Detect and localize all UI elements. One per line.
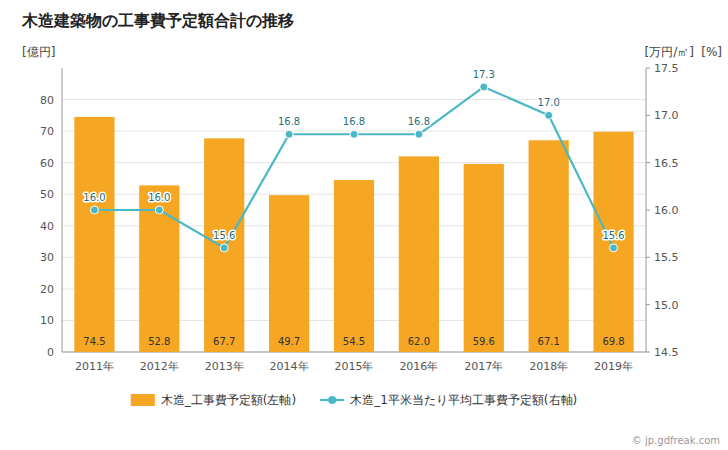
- y2-axis-label: [万円/㎡]: [645, 45, 694, 59]
- bar: [399, 156, 439, 352]
- line-marker: [545, 111, 553, 119]
- y-tick-label: 50: [40, 188, 54, 201]
- line-marker: [350, 130, 358, 138]
- line-label: 16.8: [343, 116, 365, 127]
- y2-tick-label: 15.5: [654, 251, 679, 264]
- x-tick-label: 2016年: [399, 360, 438, 373]
- bar-label: 69.8: [602, 336, 624, 347]
- y2-tick: [646, 162, 650, 163]
- line-marker: [415, 130, 423, 138]
- bar: [269, 195, 309, 352]
- y2-tick-label: 15.0: [654, 299, 679, 312]
- y-axis: [62, 68, 63, 352]
- chart: 木造建築物の工事費予定額合計の推移 [億円] [万円/㎡] [%] © jp.gdfre…: [0, 0, 728, 450]
- y2-tick-label: 14.5: [654, 346, 679, 359]
- line-label: 16.8: [408, 116, 430, 127]
- x-tick-label: 2018年: [529, 360, 568, 373]
- bar: [334, 180, 374, 352]
- y2-tick-label: 16.5: [654, 157, 679, 170]
- bar: [204, 138, 244, 352]
- y-tick-label: 60: [40, 157, 54, 170]
- y2-tick-label: 16.0: [654, 204, 679, 217]
- bar-label: 74.5: [83, 336, 105, 347]
- line-label: 17.0: [538, 97, 560, 108]
- line-marker: [285, 130, 293, 138]
- x-tick-label: 2017年: [464, 360, 503, 373]
- bar-label: 67.1: [538, 336, 560, 347]
- marks: [74, 83, 633, 352]
- bar: [464, 164, 504, 352]
- y2-tick-label: 17.5: [654, 62, 679, 75]
- y2-tick: [646, 210, 650, 211]
- x-tick-label: 2013年: [205, 360, 244, 373]
- y-tick-label: 20: [40, 283, 54, 296]
- legend-swatch: [131, 394, 155, 406]
- x-tick-label: 2012年: [140, 360, 179, 373]
- data-labels: 74.5 52.8 67.7 49.7 54.5 62.0 59.6 67.1 69.8 16.0…: [83, 69, 624, 347]
- line-marker: [220, 244, 228, 252]
- unit-label: [%]: [701, 45, 722, 59]
- x-tick-label: 2014年: [270, 360, 309, 373]
- y2-tick: [646, 68, 650, 69]
- y-tick-label: 0: [47, 346, 54, 359]
- y2-tick-label: 17.0: [654, 109, 679, 122]
- line-marker: [155, 206, 163, 214]
- legend-item: 木造_1平米当たり平均工事費予定額(右軸): [320, 393, 577, 407]
- y-tick-label: 80: [40, 94, 54, 107]
- y-tick-label: 70: [40, 125, 54, 138]
- y2-tick: [646, 304, 650, 305]
- y2-tick: [646, 257, 650, 258]
- y-axis-label: [億円]: [22, 45, 55, 59]
- y2-tick: [646, 352, 650, 353]
- line-marker: [90, 206, 98, 214]
- y-tick-label: 10: [40, 314, 54, 327]
- bar: [593, 132, 633, 352]
- background: [0, 0, 728, 450]
- y2-tick: [646, 115, 650, 116]
- y2-axis: [646, 68, 647, 352]
- legend-label: 木造_1平米当たり平均工事費予定額(右軸): [350, 393, 577, 407]
- x-tick-label: 2011年: [75, 360, 114, 373]
- legend-item: 木造_工事費予定額(左軸): [131, 393, 296, 407]
- watermark: © jp.gdfreak.com: [632, 435, 720, 446]
- bar-label: 67.7: [213, 336, 235, 347]
- y-tick-label: 40: [40, 220, 54, 233]
- line-label: 16.0: [148, 192, 170, 203]
- bar-label: 62.0: [408, 336, 430, 347]
- line-marker: [480, 83, 488, 91]
- bar: [74, 117, 114, 352]
- line-label: 15.6: [602, 230, 624, 241]
- line-label: 15.6: [213, 230, 235, 241]
- legend-label: 木造_工事費予定額(左軸): [161, 393, 296, 407]
- bar-label: 54.5: [343, 336, 365, 347]
- x-tick-label: 2015年: [335, 360, 374, 373]
- line-label: 17.3: [473, 69, 495, 80]
- title: 木造建築物の工事費予定額合計の推移: [21, 11, 294, 30]
- y-tick-label: 30: [40, 251, 54, 264]
- legend-swatch: [328, 396, 336, 404]
- bar: [529, 140, 569, 352]
- legend: 木造_工事費予定額(左軸) 木造_1平米当たり平均工事費予定額(右軸): [131, 393, 577, 407]
- line: [94, 87, 613, 248]
- bar-label: 52.8: [148, 336, 170, 347]
- x-tick-label: 2019年: [594, 360, 633, 373]
- line-label: 16.8: [278, 116, 300, 127]
- bar-label: 49.7: [278, 336, 300, 347]
- line-label: 16.0: [83, 192, 105, 203]
- bar-label: 59.6: [473, 336, 495, 347]
- line-marker: [610, 244, 618, 252]
